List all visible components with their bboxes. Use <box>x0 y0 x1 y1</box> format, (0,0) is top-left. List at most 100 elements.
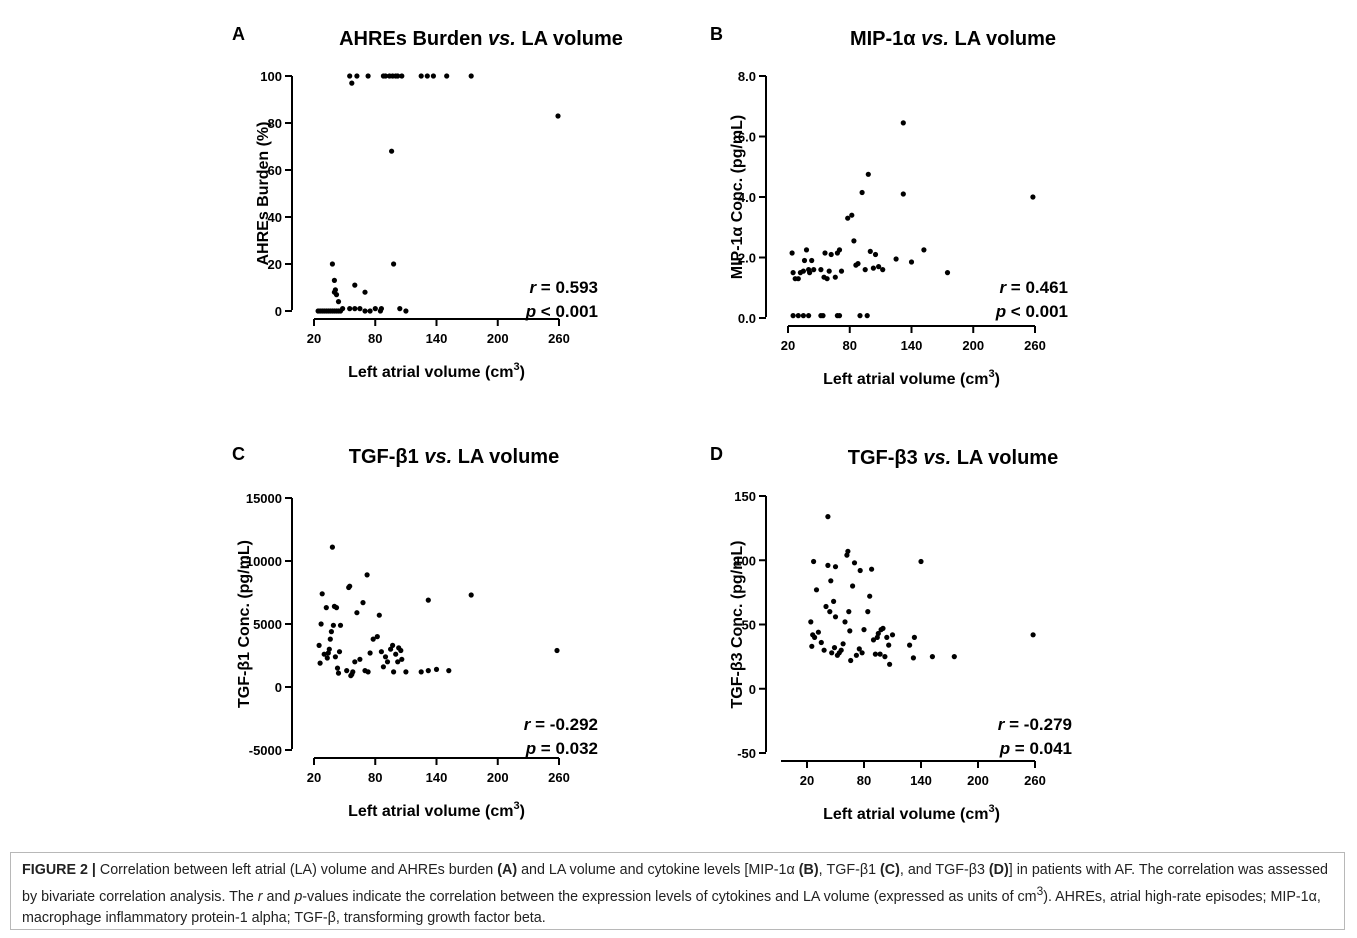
data-point <box>370 636 376 642</box>
data-point <box>850 583 856 589</box>
data-point <box>347 73 353 79</box>
data-point <box>836 313 843 319</box>
data-point <box>318 621 324 627</box>
data-point <box>555 113 561 119</box>
data-point <box>360 600 366 606</box>
data-point <box>824 276 830 282</box>
data-point <box>857 313 863 319</box>
data-point <box>865 609 871 615</box>
x-axis-label: Left atrial volume (cm3) <box>348 800 525 820</box>
r-value: r = 0.461 <box>999 278 1068 297</box>
data-point <box>828 578 834 584</box>
data-point <box>372 306 378 312</box>
data-point <box>849 212 855 218</box>
data-point <box>418 73 424 79</box>
data-point <box>827 609 833 615</box>
data-point <box>823 603 829 610</box>
data-point <box>398 647 404 654</box>
data-point <box>424 73 430 79</box>
panel-letter: C <box>232 444 245 464</box>
data-point <box>331 277 337 283</box>
data-point <box>875 630 881 637</box>
data-point <box>865 171 871 177</box>
x-tick-label: 140 <box>910 773 932 788</box>
data-point <box>433 666 440 673</box>
data-point <box>832 614 839 620</box>
data-point <box>364 572 370 578</box>
x-axis-label: Left atrial volume (cm3) <box>823 368 1000 388</box>
x-tick-label: 260 <box>548 770 570 785</box>
data-point <box>324 655 330 661</box>
data-point <box>836 247 843 253</box>
data-point <box>365 73 371 79</box>
data-point <box>395 659 401 665</box>
y-tick-label: 20 <box>268 257 282 272</box>
data-point <box>838 268 845 274</box>
data-point <box>468 592 474 598</box>
data-point <box>444 73 450 79</box>
data-point <box>825 514 831 520</box>
data-point <box>352 306 358 312</box>
data-point <box>391 669 397 675</box>
data-point <box>336 649 343 655</box>
x-tick-label: 80 <box>857 773 871 788</box>
x-tick-label: 200 <box>487 770 509 785</box>
data-point <box>847 628 853 634</box>
data-point <box>826 268 832 274</box>
data-point <box>872 651 879 657</box>
caption-label: FIGURE 2 | <box>22 862 96 878</box>
x-tick-label: 200 <box>487 331 509 346</box>
data-point <box>319 591 325 597</box>
data-point <box>853 652 860 658</box>
data-point <box>908 259 915 265</box>
chart-title: TGF-β1 vs. LA volume <box>349 446 559 468</box>
x-tick-label: 200 <box>967 773 989 788</box>
x-axis-label: Left atrial volume (cm3) <box>823 803 1000 823</box>
data-point <box>367 650 373 656</box>
data-point <box>365 669 371 675</box>
data-point <box>809 643 815 649</box>
data-point <box>876 264 882 270</box>
caption-text: and LA volume and cytokine levels [MIP-1… <box>517 862 799 878</box>
chart-panel-a: A AHREs Burden vs. LA volume 0 20 40 60 80 100 2… <box>232 24 623 381</box>
data-point <box>900 120 906 126</box>
data-point <box>340 306 346 312</box>
data-point <box>820 313 826 319</box>
data-point <box>380 664 386 670</box>
y-tick-label: 80 <box>268 116 282 131</box>
data-point <box>874 634 880 641</box>
data-point <box>832 274 838 280</box>
data-point <box>399 656 405 662</box>
data-point <box>354 610 360 616</box>
data-point <box>352 282 358 288</box>
data-point <box>425 668 431 674</box>
data-point <box>880 625 886 632</box>
data-point <box>831 598 837 605</box>
caption-text: ). AHREs, atrial high-rate episodes; MIP… <box>22 888 1321 926</box>
x-tick-label: 260 <box>548 331 570 346</box>
data-point <box>384 659 391 665</box>
figure-caption: FIGURE 2 | Correlation between left atri… <box>22 860 1340 929</box>
caption-text: , TGF-β1 <box>818 862 881 878</box>
y-tick-label: -50 <box>737 746 756 761</box>
data-point <box>808 619 814 625</box>
data-point <box>859 189 865 196</box>
data-point <box>813 587 820 593</box>
x-tick-label: 140 <box>426 331 448 346</box>
caption-text: (B) <box>798 862 819 878</box>
y-tick-label: 6.0 <box>738 130 756 145</box>
y-tick-label: 0.0 <box>738 311 756 326</box>
data-point <box>861 627 867 633</box>
data-point <box>848 657 854 664</box>
data-point <box>329 261 335 267</box>
data-point <box>845 548 851 554</box>
data-point <box>403 308 409 314</box>
data-point <box>352 659 358 665</box>
y-tick-label: 10000 <box>246 554 282 569</box>
data-point <box>329 544 335 550</box>
data-point <box>554 647 560 654</box>
y-tick-label: 100 <box>260 69 282 84</box>
panel-letter: D <box>710 444 723 464</box>
